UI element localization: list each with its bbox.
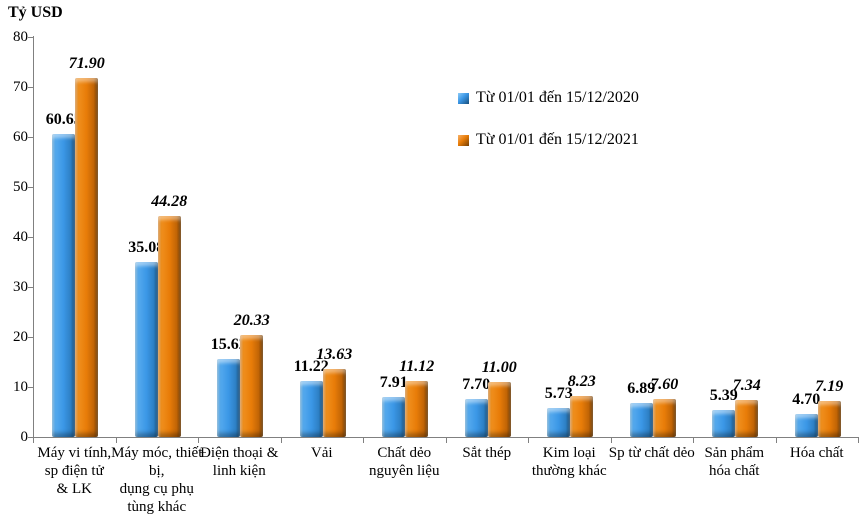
y-tick-label: 20 bbox=[13, 329, 28, 345]
bar-series1-cat2 bbox=[240, 335, 264, 437]
legend: Từ 01/01 đến 15/12/2020 Từ 01/01 đến 15/… bbox=[458, 87, 639, 171]
value-label-series1-cat1: 44.28 bbox=[151, 192, 188, 210]
value-label-series0-cat1: 35.08 bbox=[128, 238, 165, 256]
value-label-series0-cat5: 7.70 bbox=[462, 375, 491, 393]
x-tick bbox=[693, 438, 694, 443]
y-tick bbox=[28, 237, 33, 238]
category-label-0: Máy vi tính, sp điện tử & LK bbox=[37, 445, 112, 497]
bar-series0-cat3 bbox=[299, 380, 323, 437]
y-tick bbox=[28, 37, 33, 38]
bar-series1-cat1 bbox=[157, 215, 181, 437]
value-label-series0-cat2: 15.62 bbox=[210, 335, 247, 353]
y-tick bbox=[28, 187, 33, 188]
y-tick-label: 70 bbox=[13, 79, 28, 95]
value-label-series0-cat8: 5.39 bbox=[709, 387, 738, 405]
bar-series0-cat2 bbox=[217, 358, 241, 437]
x-tick bbox=[528, 438, 529, 443]
legend-label-2020: Từ 01/01 đến 15/12/2020 bbox=[476, 89, 639, 106]
x-tick bbox=[280, 438, 282, 443]
value-label-series1-cat6: 8.23 bbox=[567, 372, 596, 390]
value-label-series1-cat9: 7.19 bbox=[815, 378, 844, 396]
bar-series0-cat1 bbox=[134, 261, 158, 437]
value-label-series0-cat4: 7.91 bbox=[379, 374, 408, 392]
x-axis-line bbox=[33, 437, 859, 438]
bar-series0-cat9 bbox=[794, 413, 818, 437]
x-tick bbox=[33, 438, 34, 443]
category-label-4: Chất dẻo nguyên liệu bbox=[369, 445, 440, 479]
value-label-series1-cat3: 13.63 bbox=[316, 345, 353, 363]
bar-series0-cat8 bbox=[712, 410, 736, 437]
y-tick-label: 60 bbox=[13, 129, 28, 145]
bar-series1-cat9 bbox=[817, 401, 841, 437]
value-label-series1-cat2: 20.33 bbox=[233, 312, 270, 330]
value-label-series0-cat9: 4.70 bbox=[792, 390, 821, 408]
y-tick bbox=[28, 137, 33, 138]
value-label-series0-cat0: 60.65 bbox=[45, 110, 82, 128]
bar-series1-cat7 bbox=[652, 399, 676, 437]
y-axis-line bbox=[33, 36, 34, 437]
legend-item-2021: Từ 01/01 đến 15/12/2021 bbox=[458, 129, 639, 151]
x-tick bbox=[610, 438, 612, 443]
bar-series1-cat6 bbox=[570, 395, 594, 437]
x-tick bbox=[445, 438, 447, 443]
category-label-1: Máy móc, thiết bị, dụng cụ phụ tùng khác bbox=[111, 445, 203, 514]
category-label-2: Điện thoại & linh kiện bbox=[200, 445, 279, 479]
y-tick bbox=[28, 287, 33, 288]
bar-series0-cat7 bbox=[629, 402, 653, 437]
y-tick bbox=[28, 87, 33, 88]
y-tick-label: 40 bbox=[13, 229, 28, 245]
y-tick bbox=[28, 337, 33, 338]
value-label-series0-cat6: 5.73 bbox=[544, 385, 573, 403]
value-label-series1-cat8: 7.34 bbox=[732, 377, 761, 395]
category-label-3: Vải bbox=[310, 445, 333, 461]
y-tick-label: 30 bbox=[13, 279, 28, 295]
value-label-series1-cat0: 71.90 bbox=[68, 54, 105, 72]
value-label-series0-cat7: 6.89 bbox=[627, 379, 656, 397]
x-tick bbox=[858, 438, 859, 443]
category-label-9: Hóa chất bbox=[789, 445, 844, 461]
value-label-series1-cat4: 11.12 bbox=[399, 358, 435, 376]
bar-series0-cat4 bbox=[382, 397, 406, 437]
x-tick bbox=[115, 438, 117, 443]
y-tick-label: 10 bbox=[13, 379, 28, 395]
legend-label-2021: Từ 01/01 đến 15/12/2021 bbox=[476, 131, 639, 148]
x-tick bbox=[198, 438, 199, 443]
legend-swatch-2021-icon bbox=[458, 134, 469, 146]
bar-series1-cat5 bbox=[487, 382, 511, 437]
y-tick-label: 50 bbox=[13, 179, 28, 195]
x-tick bbox=[363, 438, 364, 443]
y-tick bbox=[28, 387, 33, 388]
bar-series1-cat3 bbox=[322, 368, 346, 437]
y-tick-label: 80 bbox=[13, 29, 28, 45]
value-label-series0-cat3: 11.22 bbox=[293, 357, 329, 375]
bar-series1-cat0 bbox=[75, 77, 99, 437]
bar-series0-cat5 bbox=[464, 398, 488, 437]
legend-swatch-2020-icon bbox=[458, 92, 469, 104]
value-label-series1-cat5: 11.00 bbox=[481, 359, 517, 376]
value-label-series1-cat7: 7.60 bbox=[650, 376, 679, 393]
y-tick bbox=[28, 437, 33, 438]
x-tick bbox=[775, 438, 777, 443]
bar-series1-cat4 bbox=[405, 381, 429, 437]
bar-series0-cat6 bbox=[547, 408, 571, 437]
bar-series0-cat0 bbox=[52, 133, 76, 437]
category-label-6: Kim loại thường khác bbox=[531, 445, 607, 479]
legend-item-2020: Từ 01/01 đến 15/12/2020 bbox=[458, 87, 639, 109]
category-label-7: Sp từ chất dẻo bbox=[608, 445, 695, 461]
bar-series1-cat8 bbox=[735, 400, 759, 437]
category-label-8: Sản phẩm hóa chất bbox=[704, 445, 765, 479]
y-tick-label: 0 bbox=[20, 429, 29, 445]
category-label-5: Sắt thép bbox=[462, 445, 512, 461]
chart-title: Tỷ USD bbox=[8, 4, 63, 21]
